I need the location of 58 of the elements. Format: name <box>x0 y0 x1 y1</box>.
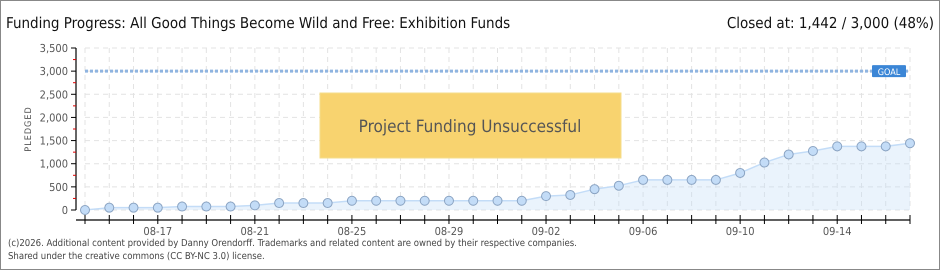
y-tick-label: 1,000 <box>40 158 68 171</box>
point <box>201 202 212 212</box>
text: (c)2026. Additional content provided by Danny Orendorff. Trademarks and related content are owned by their respective companies. <box>8 238 577 249</box>
point <box>80 205 90 215</box>
point <box>856 141 866 152</box>
x-tick-label: 08-25 <box>338 225 366 238</box>
point <box>226 202 236 212</box>
point <box>322 198 333 208</box>
point <box>346 196 357 206</box>
point <box>614 180 624 191</box>
text: Shared under the creative commons (CC BY-NC 3.0) license. <box>8 251 265 262</box>
point <box>686 174 697 185</box>
y-tick-label: 0 <box>62 204 68 217</box>
point <box>590 184 600 194</box>
point <box>395 196 406 206</box>
point <box>152 202 163 213</box>
y-tick-label: 1,500 <box>40 134 68 148</box>
ref-line-label: GOAL <box>878 68 901 78</box>
point <box>492 196 502 206</box>
point <box>468 196 478 206</box>
x-tick-label: 09-10 <box>726 225 755 238</box>
point <box>662 174 672 185</box>
x-tick-label: 09-06 <box>628 225 658 238</box>
x-tick-label: 09-14 <box>822 225 852 238</box>
point <box>516 196 527 206</box>
point <box>710 174 721 185</box>
x-tick-label: 08-29 <box>434 225 464 238</box>
point <box>128 202 139 213</box>
x-tick-label: 08-17 <box>143 225 172 238</box>
x-tick-label: 08-21 <box>240 225 270 238</box>
point <box>371 196 382 206</box>
annotation: Project Funding Unsuccessful <box>358 117 582 137</box>
point <box>177 202 188 212</box>
point <box>784 149 794 160</box>
chart-subtitle: Closed at: 1,442 / 3,000 (48%) <box>726 14 934 32</box>
point <box>420 196 430 206</box>
y-tick-label: 500 <box>49 180 68 194</box>
chart-title: Funding Progress: All Good Things Become Wild and Free: Exhibition Funds <box>6 14 510 32</box>
point <box>541 191 552 202</box>
y-tick-label: 2,000 <box>40 111 68 124</box>
point <box>104 202 114 213</box>
point <box>905 138 915 148</box>
y-tick-label: 3,000 <box>40 65 68 78</box>
point <box>735 168 746 178</box>
point <box>759 158 770 168</box>
point <box>274 198 284 208</box>
y-tick-label: 3,500 <box>40 42 68 55</box>
y-tick-label: 2,500 <box>40 88 68 102</box>
point <box>444 196 454 206</box>
x-tick-label: 09-02 <box>532 225 560 238</box>
point <box>565 190 576 200</box>
point <box>298 198 308 208</box>
point <box>638 174 648 185</box>
point <box>808 146 818 156</box>
point <box>250 200 260 210</box>
point <box>832 141 842 152</box>
y-axis-title: PLEDGED <box>24 106 34 152</box>
point <box>880 141 891 152</box>
